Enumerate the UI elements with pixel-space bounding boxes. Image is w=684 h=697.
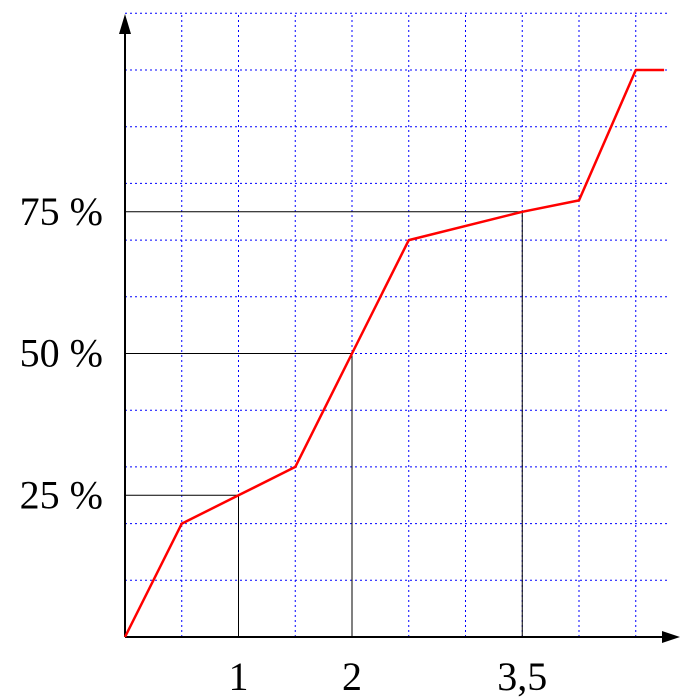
x-tick-label: 1 [229,654,249,697]
x-tick-label: 3,5 [497,654,547,697]
grid [125,12,668,637]
series-line [123,68,665,638]
axes [119,14,680,643]
series [123,68,665,638]
y-tick-label: 75 % [20,189,103,234]
y-tick-label: 50 % [20,331,103,376]
x-tick-label: 2 [342,654,362,697]
x-axis-arrow [662,631,680,643]
tick-labels: 1 2 3,5 25 % 50 % 75 % [20,189,548,697]
y-tick-label: 25 % [20,472,103,517]
reference-lines [125,211,523,637]
y-axis-arrow [119,14,131,34]
